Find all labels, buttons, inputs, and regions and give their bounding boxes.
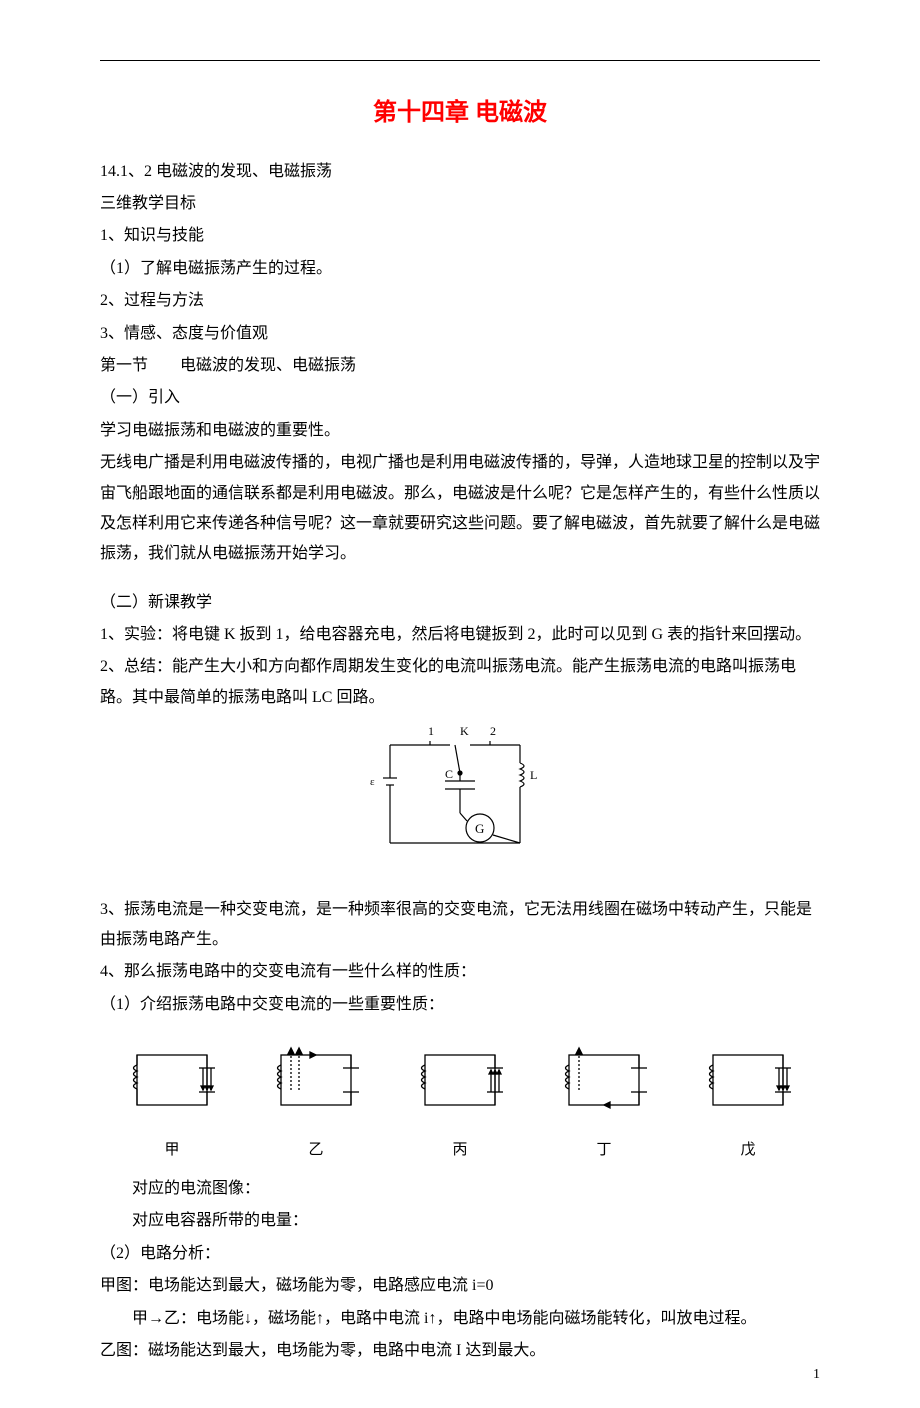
analysis-jia-yi: 甲→乙：电场能↓，磁场能↑，电路中电流 i↑，电路中电场能向磁场能转化，叫放电过… <box>100 1304 820 1334</box>
part1-para1: 无线电广播是利用电磁波传播的，电视广播也是利用电磁波传播的，导弹，人造地球卫星的… <box>100 448 820 570</box>
lc-state-wu: 戊 <box>676 1040 820 1164</box>
title-number: 第十四 <box>373 100 445 126</box>
goal-2: 2、过程与方法 <box>100 286 820 316</box>
part1-line1: 学习电磁振荡和电磁波的重要性。 <box>100 416 820 446</box>
chapter-title: 第十四章 电磁波 <box>100 91 820 137</box>
label-1: 1 <box>428 724 434 738</box>
goals-title: 三维教学目标 <box>100 189 820 219</box>
label-c: C <box>445 767 453 781</box>
part2-label: （二）新课教学 <box>100 588 820 618</box>
part2-item4-sub: （1）介绍振荡电路中交变电流的一些重要性质： <box>100 990 820 1020</box>
lc-state-jia: 甲 <box>100 1040 244 1164</box>
section-subheading: 第一节 电磁波的发现、电磁振荡 <box>100 351 820 381</box>
title-unit: 章 <box>445 100 469 126</box>
analysis-jia: 甲图：电场能达到最大，磁场能为零，电路感应电流 i=0 <box>100 1271 820 1301</box>
body: 14.1、2 电磁波的发现、电磁振荡 三维教学目标 1、知识与技能 （1）了解电… <box>100 157 820 1367</box>
lc-state-diagrams: 甲 <box>100 1040 820 1164</box>
blank-line <box>100 572 820 586</box>
lc-circuit-svg: 1 K 2 ε <box>350 723 570 863</box>
caption-yi: 乙 <box>244 1136 388 1165</box>
page-number: 1 <box>813 1362 820 1389</box>
corresponding-current: 对应的电流图像： <box>100 1174 820 1204</box>
page: 第十四章 电磁波 14.1、2 电磁波的发现、电磁振荡 三维教学目标 1、知识与… <box>0 0 920 1408</box>
caption-jia: 甲 <box>100 1136 244 1165</box>
part2-item3: 3、振荡电流是一种交变电流，是一种频率很高的交变电流，它无法用线圈在磁场中转动产… <box>100 895 820 956</box>
analysis-yi: 乙图：磁场能达到最大，电场能为零，电路中电流 I 达到最大。 <box>100 1336 820 1366</box>
corresponding-charge: 对应电容器所带的电量： <box>100 1206 820 1236</box>
title-topic: 电磁波 <box>469 100 547 126</box>
label-l: L <box>530 768 537 782</box>
section-heading: 14.1、2 电磁波的发现、电磁振荡 <box>100 157 820 187</box>
analysis-label: （2）电路分析： <box>100 1239 820 1269</box>
caption-wu: 戊 <box>676 1136 820 1165</box>
caption-ding: 丁 <box>532 1136 676 1165</box>
label-2: 2 <box>490 724 496 738</box>
part1-label: （一）引入 <box>100 383 820 413</box>
label-k: K <box>460 724 469 738</box>
lc-state-ding: 丁 <box>532 1040 676 1164</box>
lc-state-bing: 丙 <box>388 1040 532 1164</box>
label-emf: ε <box>370 776 375 788</box>
goal-3: 3、情感、态度与价值观 <box>100 319 820 349</box>
part2-item2: 2、总结：能产生大小和方向都作周期发生变化的电流叫振荡电流。能产生振荡电流的电路… <box>100 652 820 713</box>
lc-circuit-diagram: 1 K 2 ε <box>100 723 820 874</box>
caption-bing: 丙 <box>388 1136 532 1165</box>
goal-1: 1、知识与技能 <box>100 221 820 251</box>
label-g: G <box>475 821 484 836</box>
part2-item1: 1、实验：将电键 K 扳到 1，给电容器充电，然后将电键扳到 2，此时可以见到 … <box>100 620 820 650</box>
goal-1-item: （1）了解电磁振荡产生的过程。 <box>100 254 820 284</box>
header-rule <box>100 60 820 61</box>
lc-state-yi: 乙 <box>244 1040 388 1164</box>
part2-item4: 4、那么振荡电路中的交变电流有一些什么样的性质： <box>100 957 820 987</box>
